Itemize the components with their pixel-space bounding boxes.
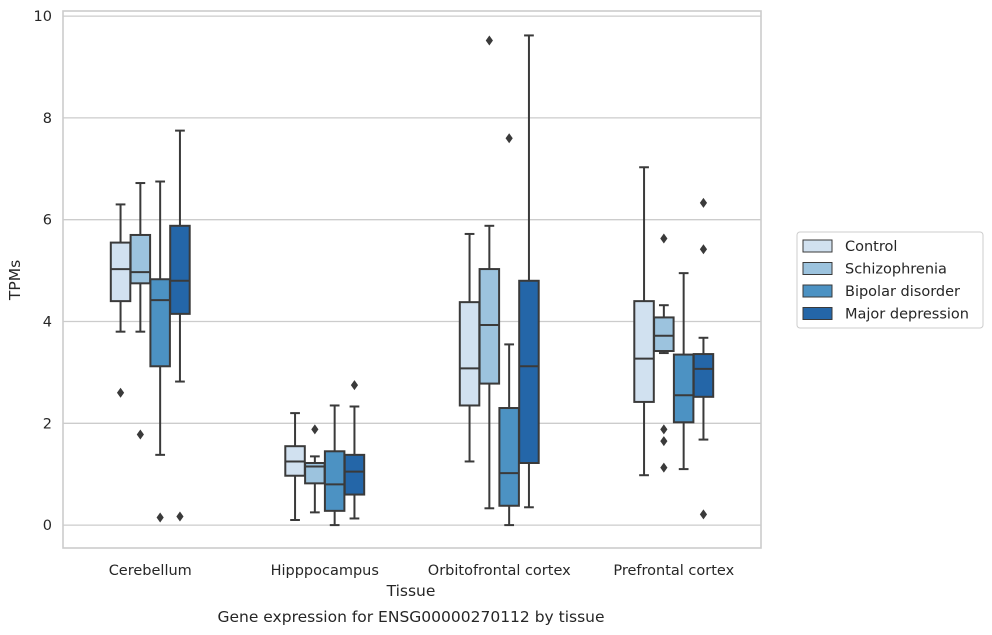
y-axis-title: TPMs: [6, 260, 24, 301]
outlier-point: [660, 234, 667, 244]
outlier-point: [506, 133, 513, 143]
outlier-point: [157, 512, 164, 522]
legend-swatch: [803, 263, 832, 275]
box-control: [111, 204, 131, 397]
box-bipolar-disorder: [499, 133, 519, 525]
box-iqr: [131, 235, 151, 283]
box-schizophrenia: [131, 183, 151, 439]
box-iqr: [499, 408, 519, 506]
box-plots: [111, 35, 713, 525]
box-schizophrenia: [654, 234, 674, 473]
box-major-depression: [170, 131, 190, 522]
x-tick-label: Prefrontal cortex: [613, 563, 734, 579]
y-tick-label: 2: [43, 416, 52, 432]
box-schizophrenia: [480, 36, 500, 509]
box-iqr: [519, 281, 539, 463]
box-major-depression: [694, 198, 714, 520]
y-tick-label: 8: [43, 111, 52, 127]
box-control: [634, 167, 654, 475]
legend-label: Schizophrenia: [845, 262, 947, 278]
box-iqr: [460, 302, 480, 405]
legend-swatch: [803, 240, 832, 252]
chart: 0 2 4 6 8 10 Cerebellum Hipppocampus Orbitofron…: [0, 0, 992, 635]
box-iqr: [480, 269, 500, 384]
outlier-point: [700, 244, 707, 254]
outlier-point: [700, 198, 707, 208]
gridlines: [63, 16, 761, 525]
legend-swatch: [803, 308, 832, 320]
box-iqr: [345, 455, 365, 495]
box-iqr: [674, 355, 694, 423]
outlier-point: [351, 380, 358, 390]
legend: Control Schizophrenia Bipolar disorder Majo…: [797, 232, 983, 328]
legend-label: Bipolar disorder: [845, 284, 960, 300]
outlier-point: [117, 388, 124, 398]
x-tick-labels: Cerebellum Hipppocampus Orbitofrontal cort…: [109, 563, 735, 579]
outlier-point: [700, 509, 707, 519]
outlier-point: [176, 511, 183, 521]
legend-label: Control: [845, 239, 897, 255]
outlier-point: [660, 424, 667, 434]
outlier-point: [311, 424, 318, 434]
x-tick-label: Cerebellum: [109, 563, 192, 579]
legend-swatch: [803, 285, 832, 297]
box-iqr: [634, 301, 654, 402]
y-tick-labels: 0 2 4 6 8 10: [34, 9, 52, 534]
y-tick-label: 6: [43, 213, 52, 229]
outlier-point: [137, 429, 144, 439]
box-iqr: [150, 279, 170, 366]
box-major-depression: [519, 35, 539, 507]
box-control: [285, 413, 305, 520]
y-tick-label: 10: [34, 9, 52, 25]
box-bipolar-disorder: [150, 182, 170, 523]
x-axis-title: Tissue: [386, 582, 436, 600]
x-tick-label: Hipppocampus: [271, 563, 379, 579]
x-tick-label: Orbitofrontal cortex: [428, 563, 571, 579]
box-iqr: [170, 226, 190, 314]
outlier-point: [486, 36, 493, 46]
box-schizophrenia: [305, 424, 325, 512]
box-major-depression: [345, 380, 365, 518]
outlier-point: [660, 436, 667, 446]
box-control: [460, 234, 480, 462]
figure-caption: Gene expression for ENSG00000270112 by t…: [217, 608, 604, 626]
outlier-point: [660, 463, 667, 473]
box-bipolar-disorder: [674, 273, 694, 469]
box-iqr: [111, 243, 131, 302]
legend-label: Major depression: [845, 307, 969, 323]
box-iqr: [325, 451, 345, 511]
box-iqr: [694, 354, 714, 397]
box-iqr: [654, 317, 674, 351]
y-tick-label: 4: [43, 314, 52, 330]
y-tick-label: 0: [43, 518, 52, 534]
